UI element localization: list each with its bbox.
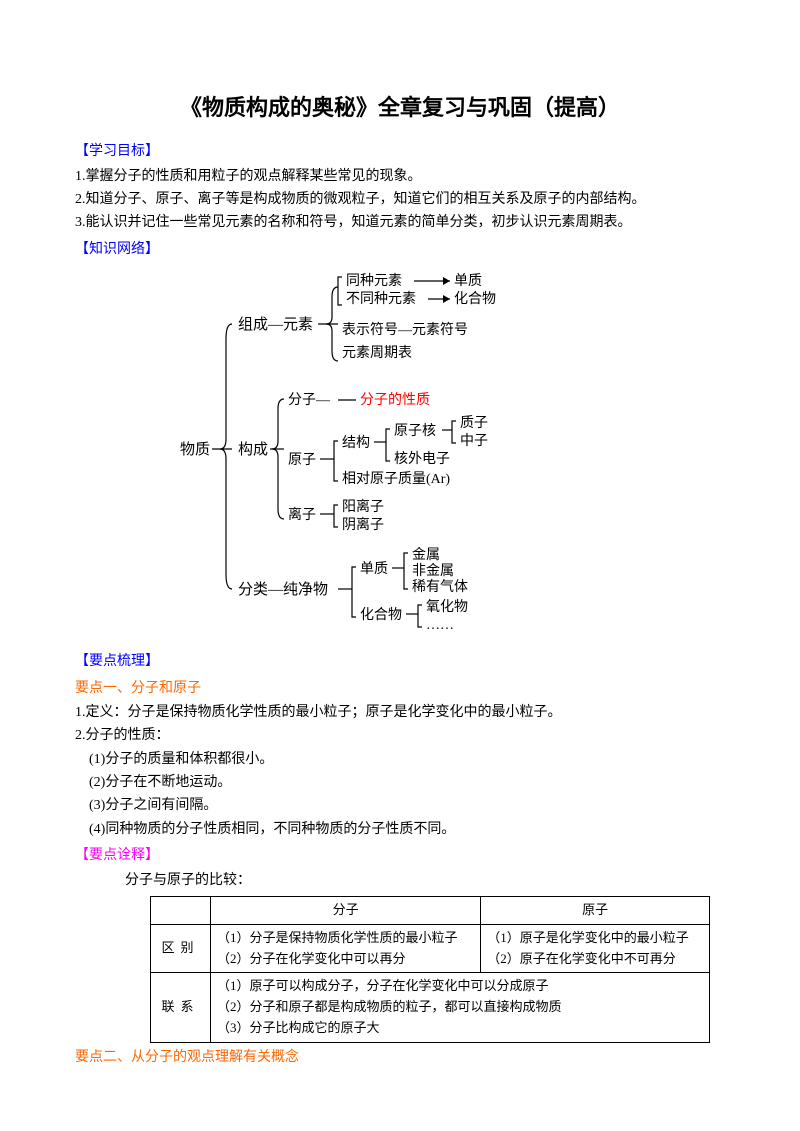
property-item: (4)同种物质的分子性质相同，不同种物质的分子性质不同。 — [89, 819, 725, 841]
network-header: 【知识网络】 — [75, 239, 725, 261]
table-col-atom: 原子 — [481, 897, 710, 925]
table-cell: （1）原子是化学变化中的最小粒子 （2）原子在化学变化中不可再分 — [481, 924, 710, 973]
table-empty-header — [151, 897, 211, 925]
knowledge-diagram: 物质 组成—元素 同种元素 不同种元素 单质 化合物 表示符号—元素符号 元素周… — [75, 269, 725, 639]
interp-header: 【要点诠释】 — [75, 845, 725, 867]
node-b1: 组成—元素 — [238, 316, 313, 333]
node-yang: 阳离子 — [342, 498, 384, 515]
property-intro: 2.分子的性质： — [75, 725, 725, 747]
node-feijinshu: 非金属 — [412, 563, 454, 579]
node-zhizi: 质子 — [460, 415, 488, 431]
node-b2: 构成 — [238, 441, 268, 458]
point1-title: 要点一、分子和原子 — [75, 678, 725, 700]
node-yin: 阴离子 — [342, 516, 384, 533]
goals-header: 【学习目标】 — [75, 141, 725, 163]
outline-header: 【要点梳理】 — [75, 651, 725, 673]
table-cell: （1）分子是保持物质化学性质的最小粒子 （2）分子在化学变化中可以再分 — [211, 924, 481, 973]
node-huahewu2: 化合物 — [360, 607, 402, 623]
node-yuanzihe: 原子核 — [394, 423, 436, 439]
node-root: 物质 — [180, 441, 210, 458]
node-xiyou: 稀有气体 — [412, 579, 468, 595]
node-ar: 相对原子质量(Ar) — [342, 471, 450, 487]
node-hewai: 核外电子 — [394, 451, 450, 467]
table-cell: （1）原子可以构成分子，分子在化学变化中可以分成原子 （2）分子和原子都是构成物… — [211, 973, 710, 1042]
goal-item: 2.知道分子、原子、离子等是构成物质的微观粒子，知道它们的相互关系及原子的内部结… — [75, 189, 725, 211]
node-b1s1a: 同种元素 — [346, 273, 402, 289]
node-fenzi: 分子— — [288, 392, 331, 408]
node-b1s3: 元素周期表 — [342, 345, 412, 361]
node-yuanzi: 原子 — [288, 452, 316, 468]
node-danzhi: 单质 — [454, 273, 482, 289]
point2-title: 要点二、从分子的观点理解有关概念 — [75, 1047, 725, 1069]
node-etc: …… — [426, 618, 454, 633]
table-row-link: 联系 — [151, 973, 211, 1042]
table-col-molecule: 分子 — [211, 897, 481, 925]
node-b1s2: 表示符号—元素符号 — [342, 322, 468, 338]
node-b3: 分类—纯净物 — [238, 581, 328, 598]
node-lizi: 离子 — [288, 506, 316, 523]
node-danzhi2: 单质 — [360, 561, 388, 577]
node-jinshu: 金属 — [412, 547, 440, 563]
comparison-table: 分子 原子 区别 （1）分子是保持物质化学性质的最小粒子 （2）分子在化学变化中… — [150, 896, 710, 1043]
goal-item: 3.能认识并记住一些常见元素的名称和符号，知道元素的简单分类，初步认识元素周期表… — [75, 212, 725, 234]
definition: 1.定义：分子是保持物质化学性质的最小粒子；原子是化学变化中的最小粒子。 — [75, 702, 725, 724]
node-huahewu: 化合物 — [454, 291, 496, 307]
goal-item: 1.掌握分子的性质和用粒子的观点解释某些常见的现象。 — [75, 166, 725, 188]
interp-intro: 分子与原子的比较： — [125, 870, 725, 892]
node-zhongzi: 中子 — [460, 433, 488, 449]
node-yanghuawu: 氧化物 — [426, 599, 468, 615]
property-item: (2)分子在不断地运动。 — [89, 772, 725, 794]
page-title: 《物质构成的奥秘》全章复习与巩固（提高） — [75, 90, 725, 125]
node-jiegou: 结构 — [342, 435, 370, 451]
property-item: (1)分子的质量和体积都很小。 — [89, 749, 725, 771]
property-item: (3)分子之间有间隔。 — [89, 795, 725, 817]
node-b1s1b: 不同种元素 — [346, 291, 416, 307]
table-row-diff: 区别 — [151, 924, 211, 973]
node-fenzi-prop: 分子的性质 — [360, 392, 430, 408]
tree-diagram-svg: 物质 组成—元素 同种元素 不同种元素 单质 化合物 表示符号—元素符号 元素周… — [180, 269, 620, 639]
